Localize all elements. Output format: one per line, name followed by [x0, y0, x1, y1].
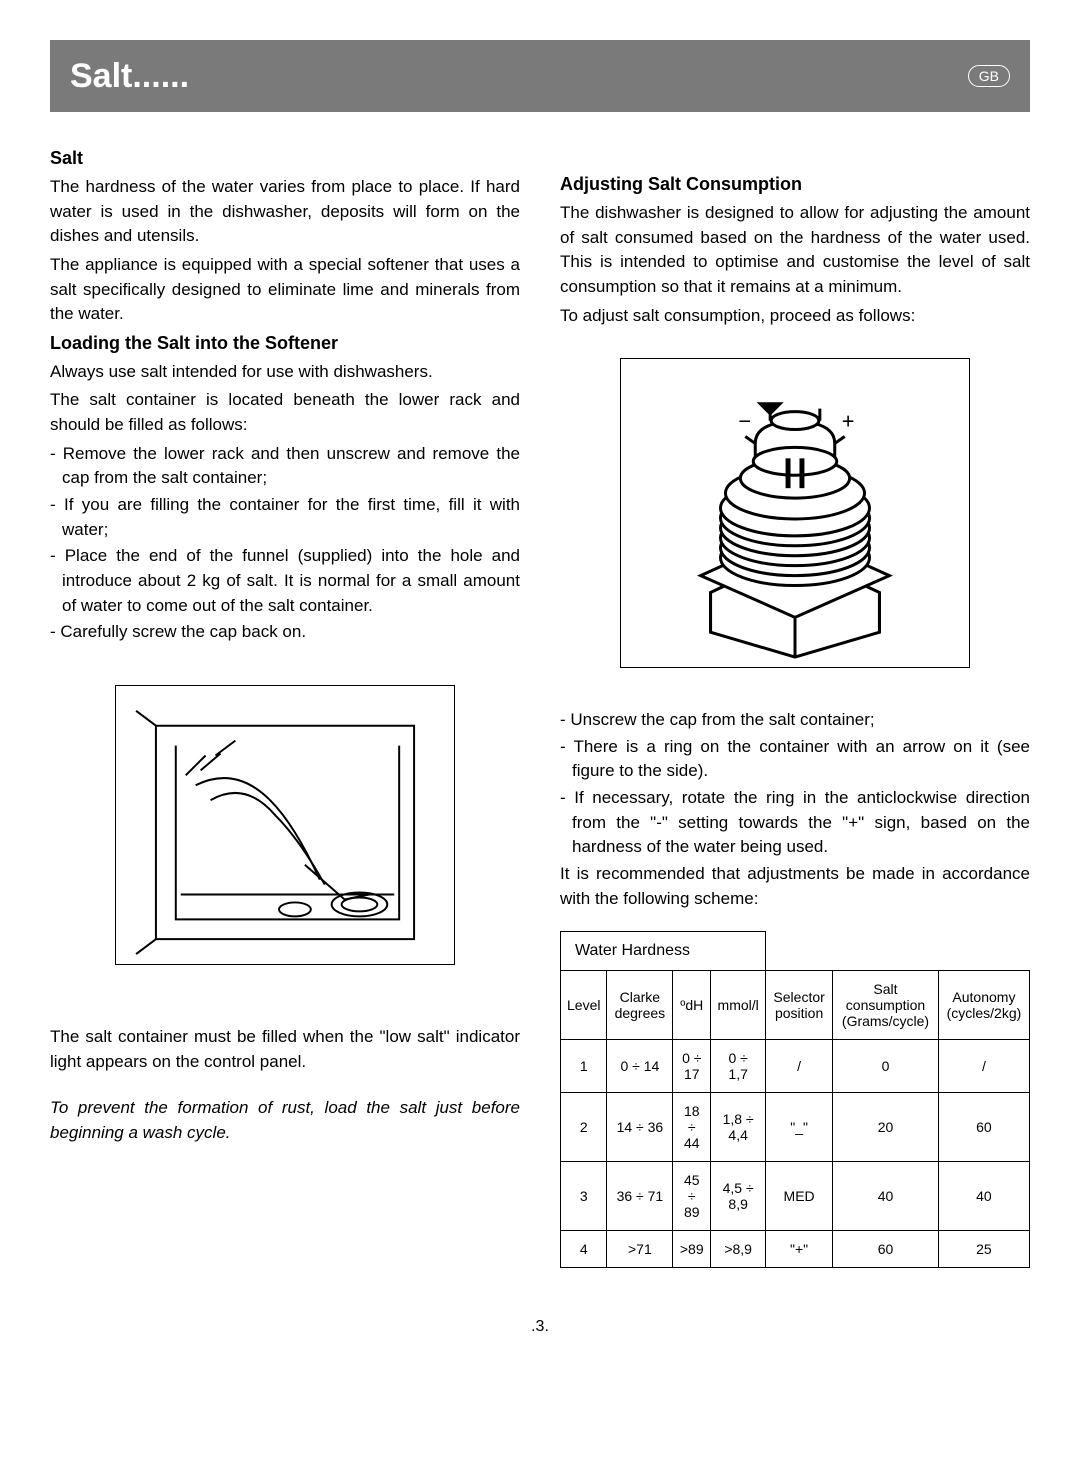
- list-item: - If you are filling the container for t…: [50, 493, 520, 542]
- page: Salt...... GB Salt The hardness of the w…: [0, 0, 1080, 1376]
- spacer: [560, 142, 1030, 168]
- col-clarke: Clarke degrees: [607, 971, 673, 1040]
- table-row: 336 ÷ 7145 ÷ 894,5 ÷ 8,9MED4040: [561, 1162, 1030, 1231]
- col-selector: Selector position: [766, 971, 833, 1040]
- table-row: Water Hardness: [561, 932, 1030, 971]
- table-cell: 60: [938, 1093, 1029, 1162]
- table-cell: >71: [607, 1231, 673, 1268]
- table-cell: 36 ÷ 71: [607, 1162, 673, 1231]
- svg-text:+: +: [842, 409, 855, 434]
- table-cell: 60: [833, 1231, 939, 1268]
- header-bar: Salt...... GB: [50, 40, 1030, 112]
- heading-salt: Salt: [50, 148, 520, 169]
- col-mmol: mmol/l: [711, 971, 766, 1040]
- table-cell: 0 ÷ 17: [673, 1040, 711, 1093]
- table-cell: 25: [938, 1231, 1029, 1268]
- table-cell: 14 ÷ 36: [607, 1093, 673, 1162]
- list-item: - There is a ring on the container with …: [560, 735, 1030, 784]
- table-cell: "_": [766, 1093, 833, 1162]
- heading-adjusting: Adjusting Salt Consumption: [560, 174, 1030, 195]
- water-hardness-table: Water Hardness Level Clarke degrees ºdH …: [560, 931, 1030, 1268]
- svg-text:−: −: [738, 409, 751, 434]
- para: The salt container is located beneath th…: [50, 388, 520, 437]
- table-cell: /: [766, 1040, 833, 1093]
- note-italic: To prevent the formation of rust, load t…: [50, 1096, 520, 1145]
- col-autonomy: Autonomy (cycles/2kg): [938, 971, 1029, 1040]
- table-row: 10 ÷ 140 ÷ 170 ÷ 1,7/0/: [561, 1040, 1030, 1093]
- table-cell: /: [938, 1040, 1029, 1093]
- table-row: 214 ÷ 3618 ÷ 441,8 ÷ 4,4"_"2060: [561, 1093, 1030, 1162]
- table-cell: 45 ÷ 89: [673, 1162, 711, 1231]
- table-cell: 4: [561, 1231, 607, 1268]
- table-cell: >89: [673, 1231, 711, 1268]
- para: The salt container must be filled when t…: [50, 1025, 520, 1074]
- page-title: Salt......: [70, 57, 189, 96]
- figure-salt-cap: − +: [620, 358, 970, 668]
- table-cell: "+": [766, 1231, 833, 1268]
- salt-cap-icon: − +: [621, 359, 969, 667]
- table-cell: MED: [766, 1162, 833, 1231]
- table-row: 4>71>89>8,9"+"6025: [561, 1231, 1030, 1268]
- table-cell: 18 ÷ 44: [673, 1093, 711, 1162]
- col-dh: ºdH: [673, 971, 711, 1040]
- para: The appliance is equipped with a special…: [50, 253, 520, 327]
- content-columns: Salt The hardness of the water varies fr…: [50, 142, 1030, 1268]
- table-cell: 1,8 ÷ 4,4: [711, 1093, 766, 1162]
- table-cell: 40: [833, 1162, 939, 1231]
- language-badge: GB: [968, 65, 1010, 87]
- table-cell: 40: [938, 1162, 1029, 1231]
- para: It is recommended that adjustments be ma…: [560, 862, 1030, 911]
- table-cell: 0 ÷ 1,7: [711, 1040, 766, 1093]
- col-salt: Salt consumption (Grams/cycle): [833, 971, 939, 1040]
- table-cell: 2: [561, 1093, 607, 1162]
- para: To adjust salt consumption, proceed as f…: [560, 304, 1030, 329]
- table-spacer: [766, 932, 1030, 971]
- col-level: Level: [561, 971, 607, 1040]
- table-cell: 0: [833, 1040, 939, 1093]
- loading-salt-icon: [116, 686, 454, 964]
- list-item: - Remove the lower rack and then unscrew…: [50, 442, 520, 491]
- table-cell: 3: [561, 1162, 607, 1231]
- table-cell: >8,9: [711, 1231, 766, 1268]
- table-cell: 20: [833, 1093, 939, 1162]
- table-cell: 4,5 ÷ 8,9: [711, 1162, 766, 1231]
- left-column: Salt The hardness of the water varies fr…: [50, 142, 520, 1268]
- list-item: - Unscrew the cap from the salt containe…: [560, 708, 1030, 733]
- para: The dishwasher is designed to allow for …: [560, 201, 1030, 300]
- para: Always use salt intended for use with di…: [50, 360, 520, 385]
- page-number: .3.: [50, 1318, 1030, 1336]
- para: The hardness of the water varies from pl…: [50, 175, 520, 249]
- list-item: - Carefully screw the cap back on.: [50, 620, 520, 645]
- figure-loading-salt: [115, 685, 455, 965]
- list-item: - Place the end of the funnel (supplied)…: [50, 544, 520, 618]
- table-header-row: Level Clarke degrees ºdH mmol/l Selector…: [561, 971, 1030, 1040]
- right-column: Adjusting Salt Consumption The dishwashe…: [560, 142, 1030, 1268]
- heading-loading: Loading the Salt into the Softener: [50, 333, 520, 354]
- list-item: - If necessary, rotate the ring in the a…: [560, 786, 1030, 860]
- table-cell: 0 ÷ 14: [607, 1040, 673, 1093]
- table-caption: Water Hardness: [561, 932, 766, 971]
- table-cell: 1: [561, 1040, 607, 1093]
